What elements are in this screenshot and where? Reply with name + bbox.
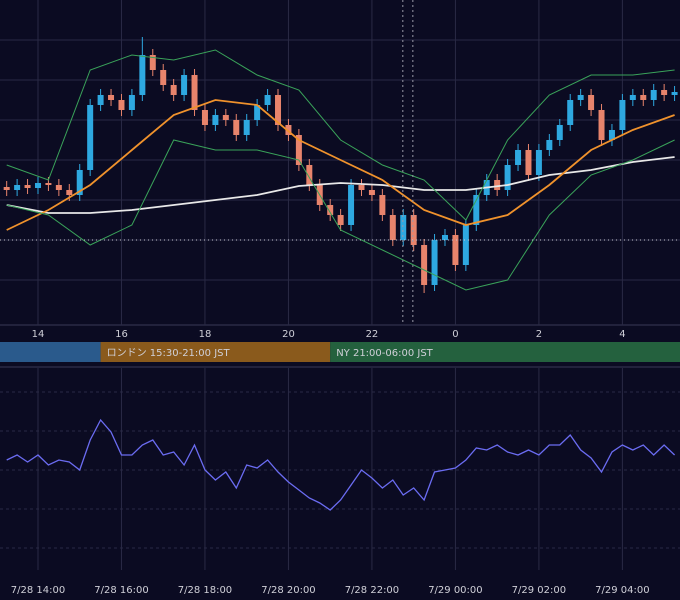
candle-body [462,225,469,265]
x-tick-label: 2 [536,329,542,340]
candle-body [45,183,52,185]
candle-body [368,190,375,195]
candle-body [243,120,250,135]
session-bar [100,342,331,362]
candle-body [421,245,428,285]
x-tick-label: 7/29 02:00 [512,585,566,596]
x-tick-label: 7/28 14:00 [11,585,65,596]
candle-body [598,110,605,140]
indicator-line [6,156,675,214]
candle-body [264,95,271,105]
candle-body [525,150,532,175]
candle-body [515,150,522,165]
candle-body [34,183,41,188]
candle-body [285,125,292,135]
candle-body [619,100,626,130]
candle-body [149,55,156,70]
candle-body [556,125,563,140]
x-tick-label: 22 [366,329,379,340]
candle-body [389,215,396,240]
candle-body [577,95,584,100]
session-label: ロンドン 15:30-21:00 JST [107,348,231,359]
candle-body [629,95,636,100]
session-bar [0,342,101,362]
candle-body [170,85,177,95]
x-tick-label: 7/29 04:00 [595,585,649,596]
candle-body [567,100,574,125]
indicator-line [6,99,675,231]
candle-body [452,235,459,265]
candle-body [24,185,31,188]
session-label: NY 21:00-06:00 JST [336,348,433,359]
candle-body [76,170,83,195]
indicator-line [6,139,675,291]
candle-body [306,165,313,185]
candle-body [108,95,115,100]
candle-body [337,215,344,225]
candle-body [379,195,386,215]
candle-body [671,92,678,95]
x-tick-label: 14 [32,329,45,340]
candle-body [295,135,302,165]
candle-body [233,120,240,135]
candle-body [494,180,501,190]
x-tick-label: 7/28 18:00 [178,585,232,596]
candle-body [504,165,511,190]
candle-body [358,185,365,190]
candle-body [473,195,480,225]
x-tick-label: 0 [452,329,458,340]
x-tick-label: 7/28 20:00 [261,585,315,596]
x-tick-label: 7/29 00:00 [428,585,482,596]
candle-body [275,95,282,125]
candle-body [3,187,10,190]
session-bar [330,342,680,362]
candle-body [608,130,615,140]
candle-body [650,90,657,100]
candle-body [661,90,668,95]
candle-body [254,105,261,120]
candle-body [348,185,355,225]
candle-body [588,95,595,110]
candle-body [14,185,21,190]
candle-body [201,110,208,125]
candle-body [546,140,553,150]
candle-body [212,115,219,125]
candle-body [327,205,334,215]
candle-body [441,235,448,240]
candle-body [640,95,647,100]
x-tick-label: 16 [115,329,128,340]
candle-body [431,240,438,285]
indicator-line [6,49,675,221]
candle-body [181,75,188,95]
indicator-line [6,418,676,511]
candle-body [128,95,135,110]
candle-body [55,185,62,190]
candle-body [160,70,167,85]
candle-body [191,75,198,110]
candle-body [410,215,417,245]
candle-body [118,100,125,110]
candle-body [400,215,407,240]
candle-body [139,55,146,95]
x-tick-label: 7/28 22:00 [345,585,399,596]
candle-body [87,105,94,170]
x-tick-label: 4 [619,329,625,340]
candle-body [535,150,542,175]
candle-body [222,115,229,120]
x-tick-label: 18 [199,329,212,340]
candle-body [97,95,104,105]
candle-body [66,190,73,195]
x-tick-label: 7/28 16:00 [94,585,148,596]
x-tick-label: 20 [282,329,295,340]
